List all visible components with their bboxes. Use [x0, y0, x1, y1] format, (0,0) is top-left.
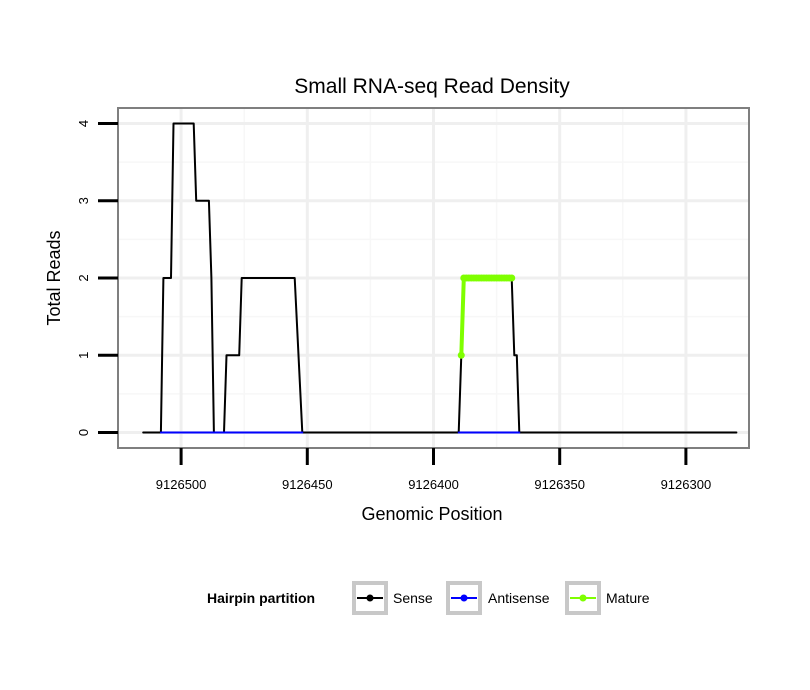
legend-label-sense: Sense: [393, 590, 433, 606]
legend-title: Hairpin partition: [207, 590, 315, 606]
x-tick-label: 9126350: [534, 477, 585, 492]
legend-key-point: [460, 594, 468, 602]
mature-point: [508, 274, 516, 282]
legend-label-antisense: Antisense: [488, 590, 550, 606]
legend-key-point: [366, 594, 374, 602]
mature-point: [457, 351, 465, 359]
x-axis-title: Genomic Position: [361, 504, 502, 524]
y-tick-label: 2: [76, 274, 91, 281]
x-tick-label: 9126300: [661, 477, 712, 492]
chart-title: Small RNA-seq Read Density: [294, 75, 570, 98]
y-tick-label: 1: [76, 352, 91, 359]
legend-key-point: [579, 594, 587, 602]
y-axis-title: Total Reads: [44, 230, 64, 325]
legend-label-mature: Mature: [606, 590, 650, 606]
y-tick-label: 3: [76, 197, 91, 204]
x-tick-label: 9126450: [282, 477, 333, 492]
y-tick-label: 0: [76, 429, 91, 436]
legend: Hairpin partition Sense Antisense Mature: [207, 581, 650, 615]
x-tick-label: 9126500: [156, 477, 207, 492]
x-tick-label: 9126400: [408, 477, 459, 492]
plot-area: 0 1 2 3 4 9126500 9126450 9126400 9126350 9126300: [76, 107, 750, 492]
y-tick-label: 4: [76, 120, 91, 127]
